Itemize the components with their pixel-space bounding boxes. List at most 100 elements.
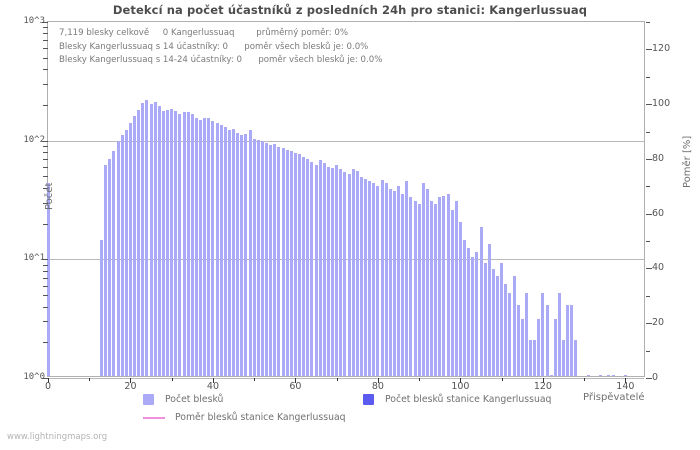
bar xyxy=(599,375,603,376)
x-axis-tick xyxy=(295,378,297,383)
bar xyxy=(273,144,277,376)
bar xyxy=(227,130,231,376)
x-axis-minor-tick xyxy=(336,378,338,381)
bar xyxy=(298,154,302,376)
y-axis-tick xyxy=(42,259,48,261)
gridline xyxy=(48,378,644,379)
bar xyxy=(293,152,297,376)
y-axis-minor-tick xyxy=(43,176,48,178)
bar xyxy=(232,129,236,376)
bar xyxy=(520,319,524,376)
bar xyxy=(215,123,219,376)
y-axis-right-tick xyxy=(646,213,652,215)
bar xyxy=(529,340,533,376)
bar xyxy=(285,150,289,376)
bar xyxy=(623,375,627,376)
y-axis-minor-tick xyxy=(43,69,48,71)
bar xyxy=(405,180,409,376)
bar xyxy=(438,197,442,376)
y-axis-minor-tick xyxy=(43,159,48,161)
y-axis-right-tick-label: 100 xyxy=(652,98,671,110)
bar xyxy=(248,130,252,376)
bar xyxy=(252,138,256,376)
bar xyxy=(161,110,165,376)
x-axis-tick xyxy=(377,378,379,383)
bar xyxy=(335,165,339,376)
bar xyxy=(306,158,310,376)
bar xyxy=(219,125,223,376)
bar xyxy=(491,268,495,376)
y-axis-minor-tick xyxy=(43,223,48,225)
bar xyxy=(409,197,413,376)
legend-label: Počet blesků stanice Kangerlussuaq xyxy=(385,394,552,405)
y-axis-minor-tick xyxy=(43,270,48,272)
bar xyxy=(112,150,116,376)
bar-series xyxy=(46,22,644,376)
bar xyxy=(170,108,174,376)
bar xyxy=(331,167,335,376)
gridline xyxy=(48,140,644,142)
bar xyxy=(318,160,322,376)
bar xyxy=(223,127,227,376)
x-axis-title: Přispěvatelé xyxy=(583,392,645,403)
bar xyxy=(203,118,207,376)
bar xyxy=(553,319,557,376)
x-axis-tick-label: 60 xyxy=(289,381,302,392)
y-axis-tick xyxy=(42,378,48,379)
y-axis-minor-tick xyxy=(43,321,48,323)
bar xyxy=(120,134,124,376)
bar xyxy=(141,102,145,376)
bar xyxy=(446,194,450,376)
y-axis-minor-tick xyxy=(43,104,48,106)
y-axis-minor-tick xyxy=(43,264,48,266)
bar xyxy=(504,283,508,376)
y-axis-right-tick xyxy=(646,268,652,270)
bar xyxy=(190,114,194,376)
bar xyxy=(137,109,141,376)
bar xyxy=(392,191,396,376)
x-axis-tick-label: 20 xyxy=(124,381,137,392)
bar xyxy=(302,157,306,376)
bar xyxy=(166,109,170,376)
bar xyxy=(475,252,479,376)
bar xyxy=(467,247,471,376)
bar xyxy=(211,121,215,376)
y-axis-minor-tick xyxy=(43,342,48,344)
bar xyxy=(611,375,615,376)
bar xyxy=(124,130,128,376)
bar xyxy=(458,221,462,376)
bar xyxy=(487,243,491,376)
legend-line-swatch xyxy=(143,417,165,419)
x-axis-minor-tick xyxy=(501,378,503,381)
bar xyxy=(133,116,137,376)
y-axis-right-tick-label: 20 xyxy=(652,317,665,329)
bar xyxy=(145,100,149,376)
y-axis-left-title: Počet xyxy=(44,182,55,210)
bar xyxy=(545,304,549,376)
bar xyxy=(157,105,161,376)
chart-legend: Počet blesků Počet blesků stanice Kangerl… xyxy=(0,392,700,432)
bar xyxy=(372,183,376,376)
y-axis-minor-tick xyxy=(43,33,48,35)
bar xyxy=(281,147,285,376)
y-axis-minor-tick xyxy=(43,146,48,148)
bar xyxy=(434,204,438,376)
y-axis-right-tick xyxy=(646,158,652,160)
x-axis-minor-tick xyxy=(419,378,421,381)
bar xyxy=(483,262,487,376)
bar xyxy=(413,200,417,376)
bar xyxy=(277,147,281,376)
legend-label: Počet blesků xyxy=(165,394,224,405)
bar xyxy=(269,145,273,376)
bar xyxy=(178,114,182,376)
bar xyxy=(265,142,269,376)
bar xyxy=(442,195,446,376)
y-axis-minor-tick xyxy=(43,277,48,279)
y-axis-minor-tick xyxy=(43,295,48,297)
annotation-line: Blesky Kangerlussuaq s 14-24 účastníky: … xyxy=(59,55,383,65)
bar xyxy=(471,257,475,376)
x-axis-tick xyxy=(130,378,132,383)
bar xyxy=(256,140,260,376)
y-axis-right-minor-tick xyxy=(646,241,650,243)
